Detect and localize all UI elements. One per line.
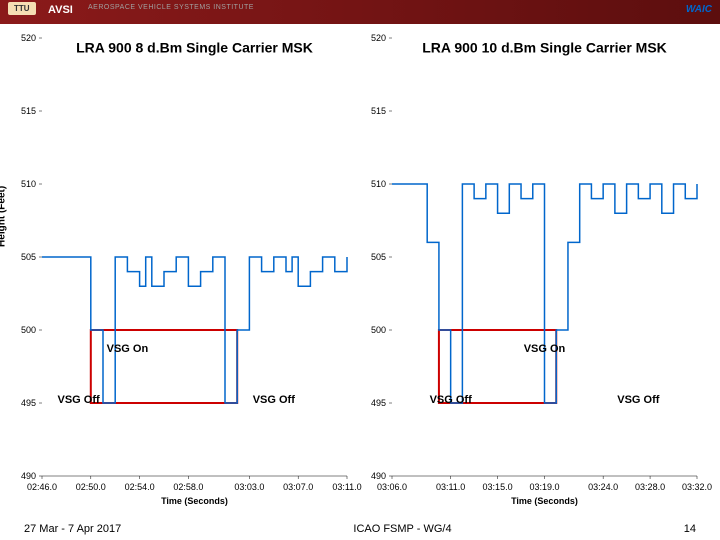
y-tick-label: 520 bbox=[21, 33, 36, 43]
y-tick-label: 515 bbox=[21, 106, 36, 116]
y-tick-label: 500 bbox=[371, 325, 386, 335]
y-tick-label: 510 bbox=[21, 179, 36, 189]
vsg-overlay-box bbox=[91, 330, 237, 403]
x-tick-label: 03:03.0 bbox=[234, 482, 264, 492]
y-tick-label: 490 bbox=[371, 471, 386, 481]
institute-text: AEROSPACE VEHICLE SYSTEMS INSTITUTE bbox=[88, 4, 254, 11]
panel-title: LRA 900 8 d.Bm Single Carrier MSK bbox=[76, 40, 313, 56]
y-tick-label: 505 bbox=[371, 252, 386, 262]
logo-left: TTU bbox=[8, 2, 36, 15]
x-tick-label: 03:24.0 bbox=[588, 482, 618, 492]
annotation: VSG On bbox=[524, 343, 566, 355]
y-tick-label: 520 bbox=[371, 33, 386, 43]
chart-area: Height (Feet) 490 495 500 505 510 515 520 02:46… bbox=[0, 28, 720, 516]
x-tick-label: 03:06.0 bbox=[377, 482, 407, 492]
x-axis-label: Time (Seconds) bbox=[161, 496, 228, 506]
x-tick-label: 03:11.0 bbox=[332, 482, 361, 492]
y-tick-label: 490 bbox=[21, 471, 36, 481]
annotation: VSG Off bbox=[430, 394, 473, 406]
annotation: VSG On bbox=[107, 343, 149, 355]
chart-svg: 490 495 500 505 510 515 520 02:46.0 02:50.0 02:54… bbox=[0, 28, 720, 516]
x-tick-label: 03:15.0 bbox=[483, 482, 513, 492]
y-tick-label: 500 bbox=[21, 325, 36, 335]
y-tick-label: 495 bbox=[21, 398, 36, 408]
header-bar: TTU AVSI AEROSPACE VEHICLE SYSTEMS INSTI… bbox=[0, 0, 720, 24]
footer-center: ICAO FSMP - WG/4 bbox=[353, 523, 451, 535]
annotation: VSG Off bbox=[58, 394, 101, 406]
vsg-overlay-box bbox=[439, 330, 556, 403]
x-tick-label: 03:07.0 bbox=[283, 482, 313, 492]
x-tick-label: 02:58.0 bbox=[173, 482, 203, 492]
y-axis-label: Height (Feet) bbox=[0, 186, 8, 247]
x-tick-label: 03:32.0 bbox=[682, 482, 712, 492]
footer-left: 27 Mar - 7 Apr 2017 bbox=[24, 523, 121, 535]
y-tick-label: 515 bbox=[371, 106, 386, 116]
panel-title: LRA 900 10 d.Bm Single Carrier MSK bbox=[422, 40, 667, 56]
x-tick-label: 03:19.0 bbox=[529, 482, 559, 492]
logo-right: WAIC bbox=[686, 4, 712, 15]
y-tick-label: 510 bbox=[371, 179, 386, 189]
x-tick-label: 02:50.0 bbox=[76, 482, 106, 492]
footer-right: 14 bbox=[684, 523, 696, 535]
footer: 27 Mar - 7 Apr 2017 ICAO FSMP - WG/4 14 bbox=[0, 520, 720, 538]
x-tick-label: 02:54.0 bbox=[125, 482, 155, 492]
x-tick-label: 03:28.0 bbox=[635, 482, 665, 492]
x-axis-label: Time (Seconds) bbox=[511, 496, 578, 506]
annotation: VSG Off bbox=[617, 394, 660, 406]
y-tick-label: 505 bbox=[21, 252, 36, 262]
x-tick-label: 03:11.0 bbox=[436, 482, 465, 492]
x-tick-label: 02:46.0 bbox=[27, 482, 57, 492]
data-line bbox=[392, 184, 697, 403]
annotation: VSG Off bbox=[253, 394, 296, 406]
y-tick-label: 495 bbox=[371, 398, 386, 408]
brand-text: AVSI bbox=[48, 4, 73, 16]
